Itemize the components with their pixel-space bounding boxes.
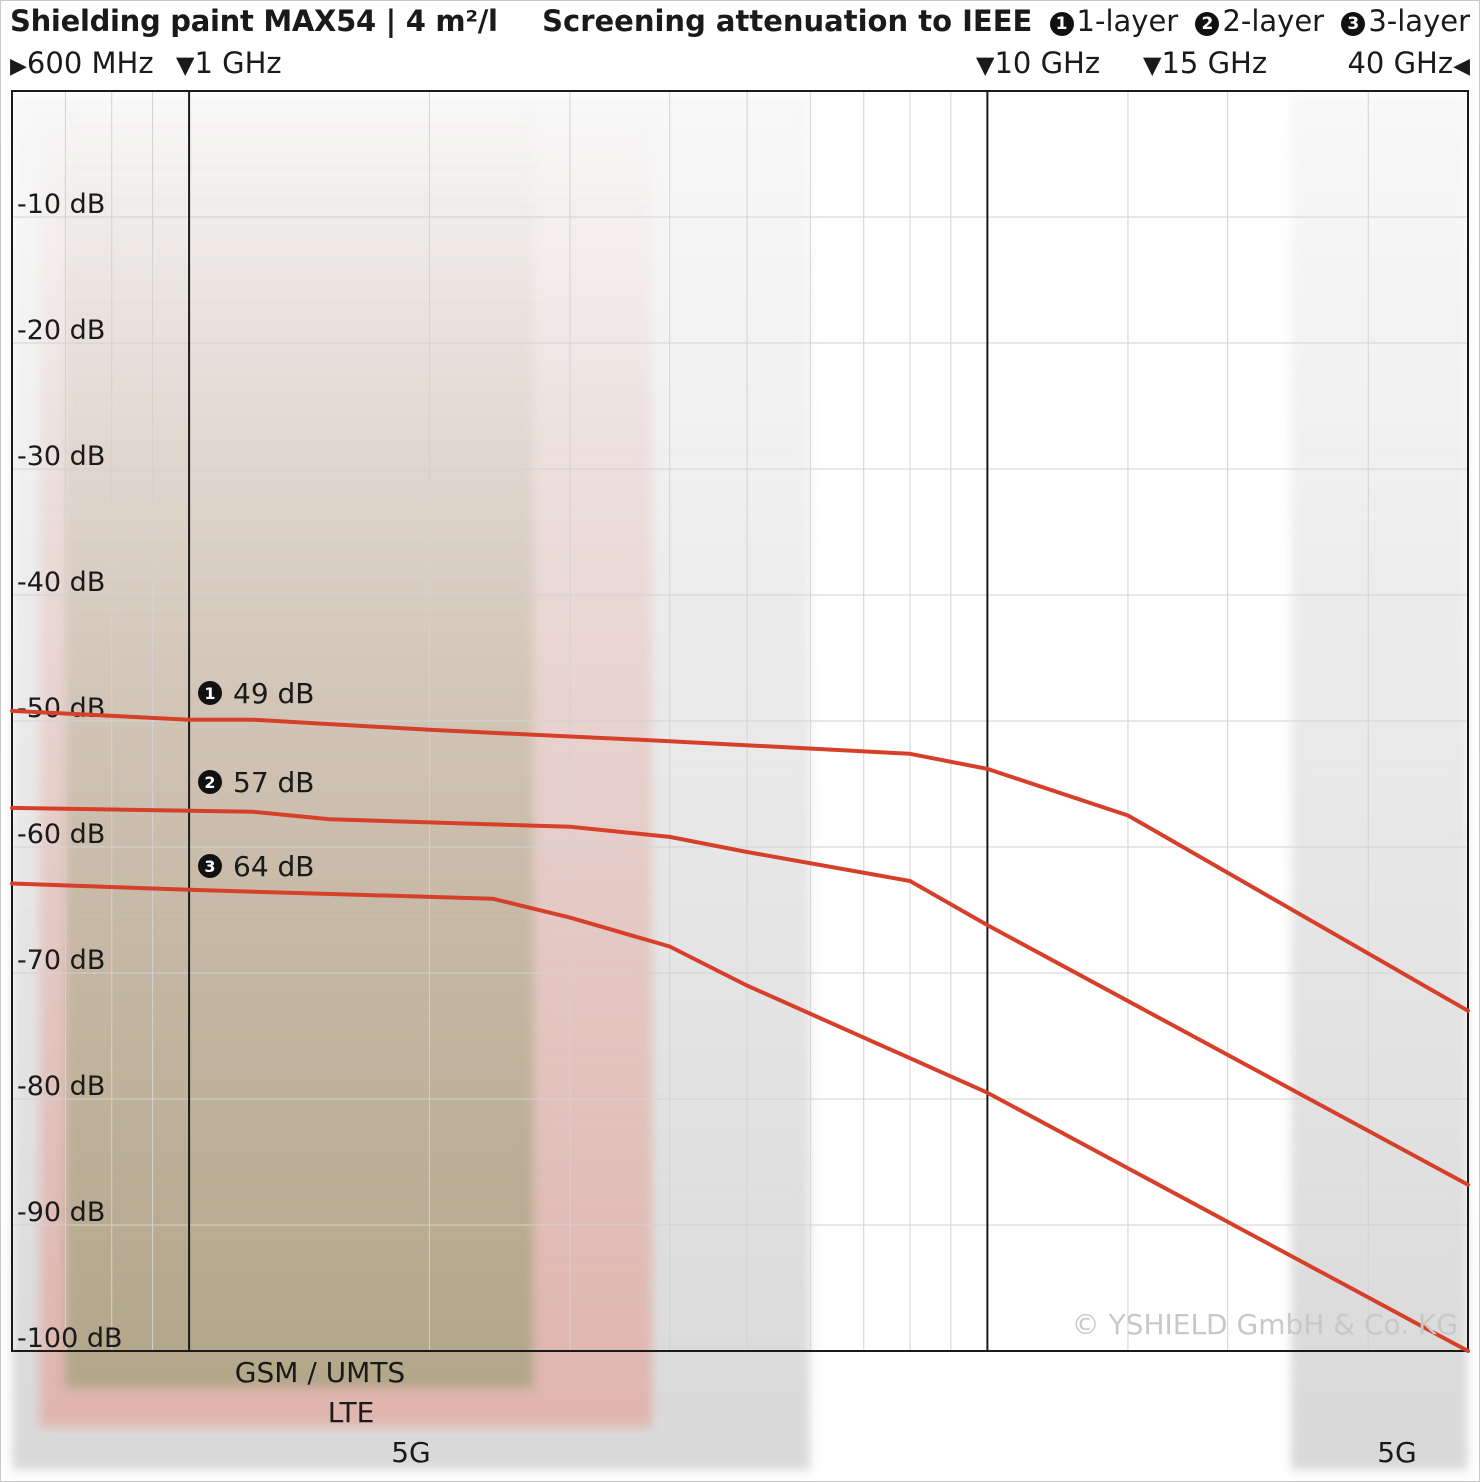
- band-labels: GSM / UMTS LTE 5G 5G: [235, 1356, 1417, 1469]
- series-value-label: 57 dB: [233, 766, 315, 799]
- number-1-icon: [198, 681, 222, 705]
- copyright-text: © YSHIELD GmbH & Co. KG: [1072, 1308, 1458, 1341]
- freq-marker-15ghz-label: 15 GHz: [1161, 46, 1268, 80]
- y-tick-label: -10 dB: [17, 189, 105, 220]
- series-number: 2: [204, 773, 215, 792]
- y-axis-labels: -10 dB -20 dB -30 dB -40 dB -50 dB -60 dB -70 …: [17, 189, 123, 1354]
- y-tick-label: -50 dB: [17, 693, 105, 724]
- band-5g: [1290, 95, 1468, 1470]
- band-label: 5G: [1377, 1436, 1417, 1469]
- number-3-icon: 3: [1341, 12, 1366, 36]
- chart-subtitle: Screening attenuation to IEEE 1 1-layer 2…: [542, 4, 1470, 38]
- freq-marker-1ghz: ▼1 GHz: [176, 46, 282, 80]
- y-tick-label: -20 dB: [17, 315, 105, 346]
- series-number: 1: [204, 684, 215, 703]
- series-number: 3: [204, 857, 215, 876]
- number-2-icon: [198, 770, 222, 794]
- legend-item-3-layer: 3 3-layer: [1341, 4, 1470, 38]
- band-label: 5G: [391, 1436, 431, 1469]
- series-value-label: 64 dB: [233, 850, 315, 883]
- legend-item-2-layer: 2 2-layer: [1195, 4, 1324, 38]
- number-3-icon: [198, 854, 222, 878]
- frequency-bands: [12, 95, 1468, 1470]
- series-lines: [10, 708, 1470, 1353]
- triangle-down-icon: ▼: [976, 51, 995, 79]
- plot-border: [11, 90, 1469, 1352]
- legend-label-2-layer: 2-layer: [1222, 4, 1325, 38]
- freq-marker-10ghz: ▼10 GHz: [976, 46, 1100, 80]
- triangle-down-icon: ▼: [176, 51, 195, 79]
- y-tick-label: -80 dB: [17, 1071, 105, 1102]
- series-line-3-layer: [10, 881, 1470, 1353]
- y-tick-label: -90 dB: [17, 1197, 105, 1228]
- freq-marker-10ghz-label: 10 GHz: [994, 46, 1101, 80]
- band-gsm-umts: [65, 95, 534, 1388]
- number-1-icon: 1: [1049, 12, 1074, 36]
- legend-label-1-layer: 1-layer: [1076, 4, 1179, 38]
- band-label: LTE: [328, 1396, 375, 1429]
- y-tick-label: -60 dB: [17, 819, 105, 850]
- triangle-right-icon: ▶: [10, 54, 27, 79]
- y-tick-label: -40 dB: [17, 567, 105, 598]
- legend-label-3-layer: 3-layer: [1368, 4, 1470, 38]
- series-value-label: 49 dB: [233, 677, 315, 710]
- band-label: GSM / UMTS: [235, 1356, 405, 1389]
- triangle-left-icon: ◀: [1453, 54, 1470, 79]
- freq-marker-15ghz: ▼15 GHz: [1143, 46, 1267, 80]
- y-tick-label: -100 dB: [17, 1323, 123, 1354]
- chart-title: Shielding paint MAX54 | 4 m²/l: [10, 4, 498, 38]
- freq-marker-start-label: 600 MHz: [26, 46, 154, 80]
- series-line-1-layer: [10, 708, 1470, 1013]
- series-line-2-layer: [10, 805, 1470, 1187]
- freq-marker-end-label: 40 GHz: [1347, 46, 1454, 80]
- freq-marker-end: 40 GHz◀: [1347, 46, 1470, 80]
- subtitle-text: Screening attenuation to IEEE: [542, 4, 1033, 38]
- y-tick-label: -70 dB: [17, 945, 105, 976]
- triangle-down-icon: ▼: [1143, 51, 1162, 79]
- freq-marker-1ghz-label: 1 GHz: [194, 46, 282, 80]
- series-labels: 1 49 dB 2 57 dB 3 64 dB: [198, 677, 315, 883]
- freq-marker-start: ▶600 MHz: [10, 46, 154, 80]
- y-tick-label: -30 dB: [17, 441, 105, 472]
- number-2-icon: 2: [1195, 12, 1220, 36]
- legend-item-1-layer: 1 1-layer: [1049, 4, 1179, 38]
